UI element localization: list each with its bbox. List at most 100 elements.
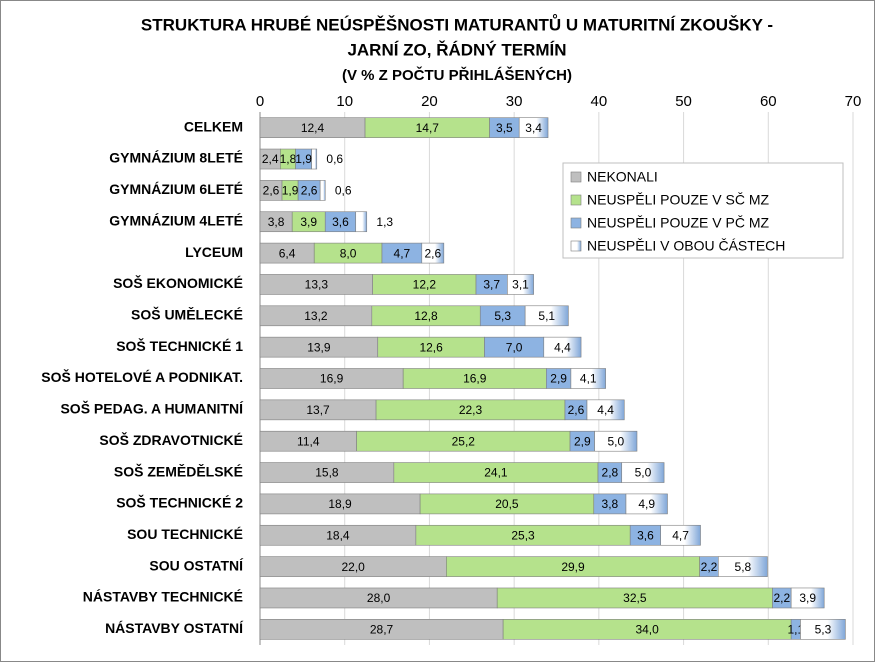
bar-segment (790, 587, 825, 609)
value-label: 24,1 (484, 466, 508, 480)
value-label: 2,2 (701, 560, 718, 574)
value-label: 28,0 (367, 591, 391, 605)
category-label: SOŠ TECHNICKÉ 1 (116, 337, 243, 354)
value-label: 4,1 (580, 372, 597, 386)
value-label: 3,4 (525, 121, 542, 135)
x-tick-label: 60 (760, 93, 777, 110)
value-label: 32,5 (623, 591, 647, 605)
value-label: 18,9 (328, 497, 352, 511)
value-label: 2,6 (301, 184, 318, 198)
category-label: NÁSTAVBY TECHNICKÉ (83, 589, 243, 605)
legend-swatch (570, 217, 582, 229)
legend-swatch (570, 171, 582, 183)
value-label: 3,1 (512, 278, 529, 292)
bar-segment (800, 619, 846, 640)
value-label: 3,6 (332, 215, 349, 229)
value-label: 5,8 (735, 560, 752, 574)
x-tick-label: 30 (506, 93, 523, 110)
value-label: 1,3 (376, 215, 393, 229)
value-label: 3,5 (496, 121, 513, 135)
category-label: SOŠ TECHNICKÉ 2 (116, 494, 243, 511)
value-label: 22,3 (459, 403, 483, 417)
category-label: GYMNÁZIUM 6LETÉ (109, 181, 243, 197)
x-tick-label: 10 (336, 93, 353, 110)
value-label: 12,4 (301, 121, 325, 135)
value-label: 22,0 (342, 560, 366, 574)
value-label: 4,7 (394, 246, 411, 260)
bar-segment (586, 399, 625, 421)
x-tick-label: 40 (591, 93, 608, 110)
bar-segment (518, 117, 549, 138)
legend-swatch (570, 194, 582, 206)
value-label: 13,3 (305, 278, 329, 292)
bar-segment (718, 556, 768, 577)
bar-segment (319, 180, 326, 201)
bar-segment (570, 368, 606, 389)
value-label: 25,3 (511, 528, 535, 542)
category-label: SOŠ HOTELOVÉ A PODNIKAT. (41, 368, 243, 385)
value-label: 2,6 (424, 246, 441, 260)
value-label: 18,4 (326, 528, 350, 542)
value-label: 29,9 (561, 560, 585, 574)
bar-segment (421, 242, 445, 264)
value-label: 28,7 (370, 622, 394, 636)
value-label: 4,4 (554, 340, 571, 354)
value-label: 14,7 (416, 121, 440, 135)
category-label: LYCEUM (185, 244, 243, 260)
chart-title: JARNÍ ZO, ŘÁDNÝ TERMÍN (347, 40, 566, 59)
value-label: 3,9 (799, 591, 816, 605)
category-label: CELKEM (184, 118, 243, 134)
value-label: 13,2 (304, 309, 328, 323)
legend-label: NEKONALI (587, 169, 658, 185)
value-label: 0,6 (326, 152, 343, 166)
chart-title: STRUKTURA HRUBÉ NEÚSPĚŠNOSTI MATURANTŮ U… (141, 14, 773, 34)
value-label: 13,9 (307, 340, 331, 354)
bar-segment (507, 274, 534, 295)
value-label: 3,7 (483, 278, 500, 292)
value-label: 1,9 (282, 184, 299, 198)
value-label: 0,6 (335, 184, 352, 198)
bar-segment (660, 524, 701, 546)
value-label: 2,2 (773, 591, 790, 605)
legend-label: NEUSPĚLI V OBOU ČÁSTECH (587, 238, 785, 254)
value-label: 3,6 (637, 528, 654, 542)
value-label: 34,0 (635, 622, 659, 636)
bar-segment (311, 148, 318, 170)
legend-swatch (570, 240, 582, 252)
value-label: 12,8 (414, 309, 438, 323)
category-label: GYMNÁZIUM 4LETÉ (109, 212, 243, 228)
bar-segment (594, 430, 638, 452)
value-label: 20,5 (495, 497, 519, 511)
bar-segment (543, 336, 582, 358)
value-label: 6,4 (279, 246, 296, 260)
value-label: 4,4 (597, 403, 614, 417)
legend-label: NEUSPĚLI POUZE V SČ MZ (587, 192, 769, 208)
value-label: 1,8 (280, 152, 297, 166)
category-label: SOŠ ZDRAVOTNICKÉ (99, 431, 243, 448)
value-label: 2,9 (574, 434, 591, 448)
value-label: 8,0 (340, 246, 357, 260)
value-label: 2,6 (568, 403, 585, 417)
legend-label: NEUSPĚLI POUZE V PČ MZ (587, 215, 769, 231)
chart-subtitle: (V % Z POČTU PŘIHLÁŠENÝCH) (342, 66, 572, 84)
value-label: 5,0 (607, 434, 624, 448)
value-label: 5,0 (635, 466, 652, 480)
category-label: SOŠ UMĚLECKÉ (131, 305, 243, 322)
value-label: 2,9 (550, 372, 567, 386)
value-label: 3,8 (602, 497, 619, 511)
value-label: 5,3 (815, 622, 832, 636)
value-label: 11,4 (297, 434, 320, 448)
value-label: 25,2 (452, 434, 476, 448)
bar-segment (625, 493, 668, 515)
category-label: GYMNÁZIUM 8LETÉ (109, 150, 243, 166)
value-label: 5,1 (538, 309, 555, 323)
value-label: 2,8 (602, 466, 619, 480)
x-tick-label: 20 (421, 93, 438, 110)
value-label: 3,8 (268, 215, 285, 229)
value-label: 2,6 (263, 184, 280, 198)
category-label: SOU OSTATNÍ (149, 557, 244, 573)
value-label: 12,2 (413, 278, 437, 292)
value-label: 16,9 (463, 372, 487, 386)
value-label: 15,8 (315, 466, 339, 480)
